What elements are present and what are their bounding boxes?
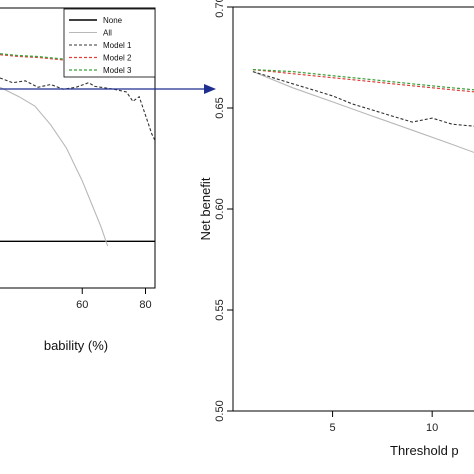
right-series-model-1 — [252, 71, 474, 127]
left-panel: 60 80 bability (%) None All Model 1 Model 2 M… — [0, 7, 156, 353]
right-y-axis-title: Net benefit — [198, 177, 213, 240]
right-series-all — [252, 71, 474, 153]
right-x-tick-label: 10 — [426, 422, 438, 434]
right-plot-frame — [232, 6, 474, 412]
left-plot-frame — [0, 7, 156, 289]
left-x-ticks: 60 80 — [76, 288, 152, 311]
right-panel: 0.50 0.55 0.60 0.65 0.70 5 10 Net benefit Thr… — [198, 0, 474, 458]
right-series-group — [252, 69, 474, 153]
left-series-all — [0, 86, 109, 247]
right-y-tick-label: 0.65 — [214, 97, 226, 118]
legend-label-all: All — [103, 29, 112, 38]
right-x-tick-label: 5 — [330, 422, 336, 434]
legend-label-model-1: Model 1 — [103, 41, 132, 50]
right-y-tick-label: 0.50 — [214, 400, 226, 421]
right-series-model-3 — [252, 69, 474, 91]
left-x-tick-label: 80 — [139, 299, 151, 311]
legend-label-none: None — [103, 16, 123, 25]
right-y-tick-label: 0.60 — [214, 198, 226, 219]
left-series-group — [0, 53, 155, 247]
left-x-tick-label: 60 — [76, 299, 88, 311]
left-x-axis-title: bability (%) — [44, 338, 108, 353]
right-series-model-2 — [252, 69, 474, 93]
right-y-ticks: 0.50 0.55 0.60 0.65 0.70 — [214, 0, 233, 422]
right-y-tick-label: 0.70 — [214, 0, 226, 18]
legend-label-model-3: Model 3 — [103, 66, 132, 75]
right-x-axis-title: Threshold p — [390, 443, 459, 458]
legend: None All Model 1 Model 2 Model 3 — [63, 8, 156, 78]
right-x-ticks: 5 10 — [330, 411, 438, 434]
left-series-model-1 — [0, 77, 155, 141]
legend-label-model-2: Model 2 — [103, 54, 132, 63]
right-y-tick-label: 0.55 — [214, 299, 226, 320]
